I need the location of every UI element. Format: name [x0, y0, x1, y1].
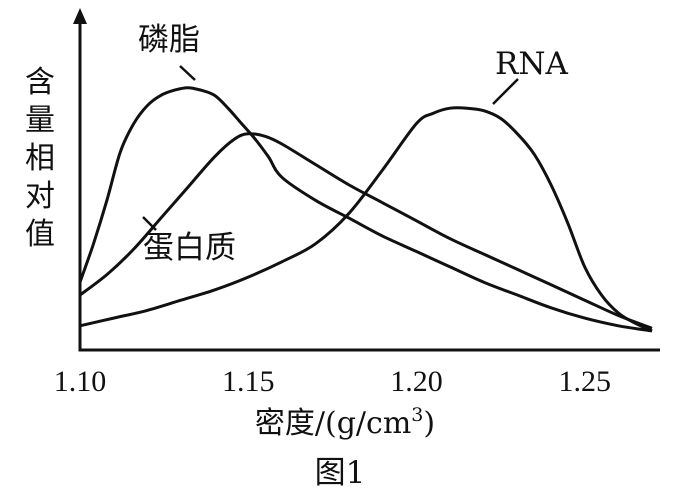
- y-axis-title: 含量相对值: [25, 65, 55, 252]
- phospholipid-leader-line: [180, 66, 195, 80]
- rna-leader-line: [493, 79, 518, 104]
- x-tick-label: 1.10: [54, 365, 107, 398]
- x-tick-label: 1.15: [222, 365, 275, 398]
- protein-leader-line: [143, 217, 156, 230]
- rna-curve: [80, 108, 652, 331]
- phospholipid-curve: [80, 88, 652, 331]
- series-curves: [80, 88, 652, 331]
- x-tick-label: 1.20: [390, 365, 443, 398]
- x-tick-label: 1.25: [558, 365, 611, 398]
- x-tick-labels: 1.10 1.15 1.20 1.25: [54, 365, 611, 398]
- y-axis-arrowhead: [73, 8, 87, 24]
- series-label-rna: RNA: [495, 46, 568, 82]
- figure-caption: 图1: [315, 455, 366, 491]
- series-label-phospholipid: 磷脂: [138, 22, 200, 58]
- series-label-protein: 蛋白质: [143, 230, 236, 266]
- x-axis-title: 密度/(g/cm3): [255, 404, 435, 441]
